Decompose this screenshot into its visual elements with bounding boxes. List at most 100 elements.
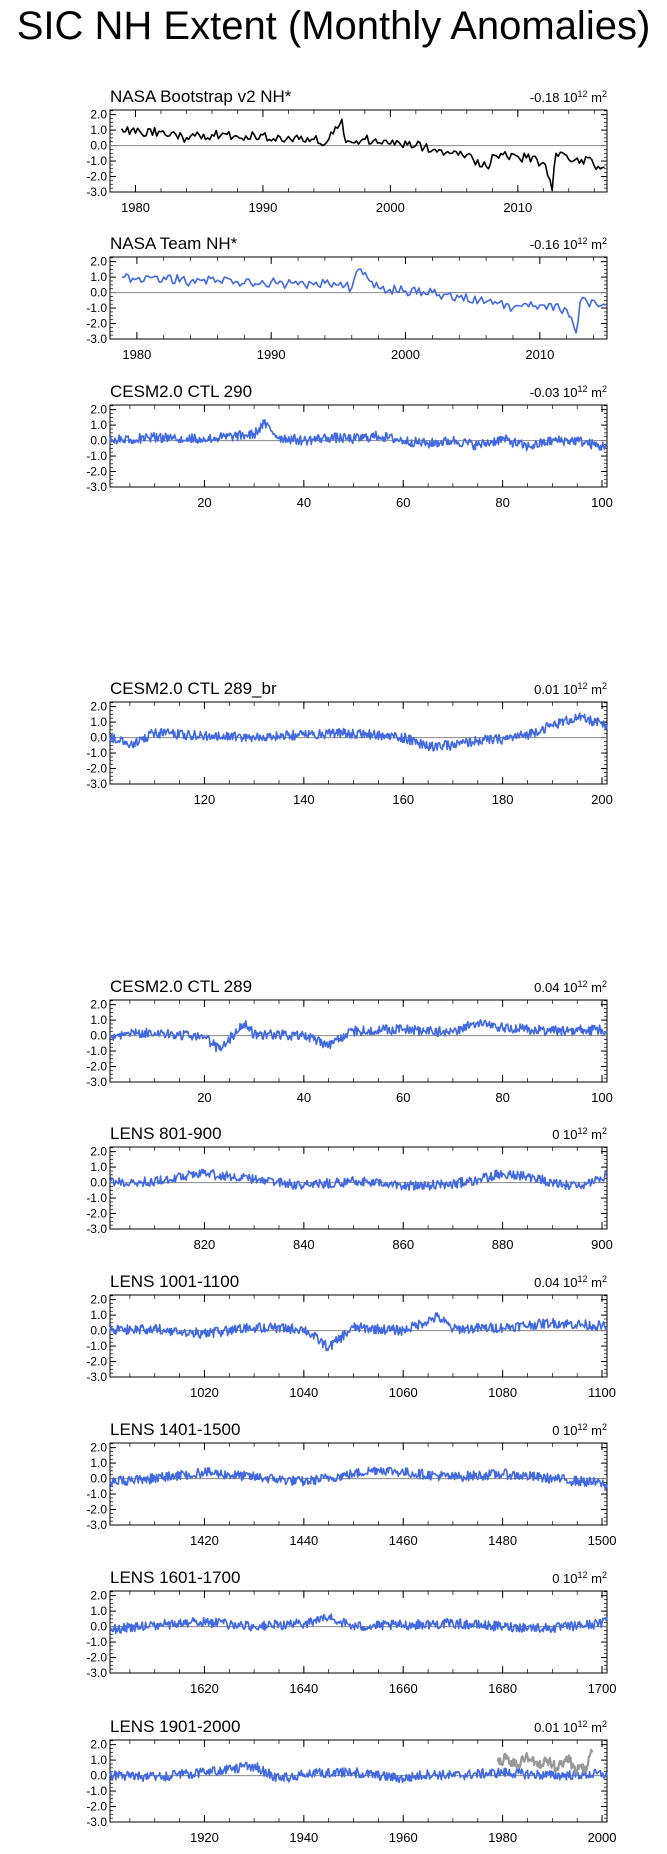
panel-title: LENS 1901-2000 [110,1717,240,1736]
y-tick-label: 2.0 [90,700,107,714]
x-tick-label: 1100 [588,1385,616,1400]
y-tick-label: -1.0 [86,1784,107,1798]
trend-label: 0 1012 m2 [552,1422,607,1438]
x-tick-label: 1640 [289,1681,318,1696]
y-tick-label: -2.0 [86,465,107,479]
y-tick-label: 1.0 [90,1456,107,1470]
x-tick-label: 20 [197,495,211,510]
y-tick-label: -2.0 [86,1800,107,1814]
trend-label: -0.18 1012 m2 [530,89,607,105]
y-tick-label: 0.0 [90,434,107,448]
y-tick-label: 0.0 [90,1472,107,1486]
y-tick-label: -2.0 [86,1503,107,1517]
axes-frame [109,256,608,340]
overlay-series-line [496,1748,594,1775]
y-tick-label: 0.0 [90,1029,107,1043]
trend-label: 0 1012 m2 [552,1126,607,1142]
series-line [122,268,606,334]
trend-label: 0.01 1012 m2 [534,681,607,697]
y-tick-label: 1.0 [90,123,107,137]
series-line [109,1168,608,1191]
chart-panel: LENS 801-900 0 1012 m2 2.01.0 0.0-1.0 -2.0-3… [86,1124,613,1252]
y-tick-label: -2.0 [86,170,107,184]
x-tick-label: 860 [392,1237,414,1252]
chart-panel: CESM2.0 CTL 289 0.04 1012 m2 2.01.0 0.0-1.0… [86,977,613,1105]
y-tick-label: -3.0 [86,777,107,791]
y-tick-label: 2.0 [90,255,107,269]
x-tick-label: 60 [396,1090,410,1105]
series-line [109,1019,608,1053]
x-tick-label: 20 [197,1090,211,1105]
x-tick-label: 200 [591,792,613,807]
chart-panel: CESM2.0 CTL 290 -0.03 1012 m2 2.01.0 0.0-1.… [86,382,613,510]
y-tick-label: -1.0 [86,1044,107,1058]
y-tick-label: 1.0 [90,1013,107,1027]
y-tick-label: -1.0 [86,154,107,168]
x-tick-label: 1980 [121,200,150,215]
x-tick-label: 900 [591,1237,613,1252]
x-tick-label: 100 [591,1090,613,1105]
x-tick-label: 1700 [588,1681,617,1696]
x-tick-label: 1990 [248,200,277,215]
y-tick-label: 0.0 [90,286,107,300]
chart-panel: NASA Bootstrap v2 NH* -0.18 1012 m2 2.01.0… [86,87,608,215]
main-title: SIC NH Extent (Monthly Anomalies) [16,4,651,48]
axes-frame [109,1294,608,1378]
x-tick-label: 820 [194,1237,216,1252]
y-tick-label: 0.0 [90,1176,107,1190]
y-tick-label: 2.0 [90,403,107,417]
y-tick-label: -3.0 [86,1222,107,1236]
y-tick-label: -1.0 [86,1635,107,1649]
series-line [109,419,608,452]
trend-label: 0.04 1012 m2 [534,979,607,995]
y-tick-label: -3.0 [86,480,107,494]
x-tick-label: 1480 [488,1533,517,1548]
axes-frame [109,1442,608,1526]
y-tick-label: 1.0 [90,715,107,729]
y-tick-label: -1.0 [86,1191,107,1205]
x-tick-label: 2010 [525,347,554,362]
panel-title: LENS 1401-1500 [110,1420,240,1439]
y-tick-label: 2.0 [90,1293,107,1307]
x-tick-label: 840 [293,1237,315,1252]
x-tick-label: 1460 [389,1533,418,1548]
series-line [109,1466,608,1491]
y-tick-label: 1.0 [90,1604,107,1618]
y-tick-label: 0.0 [90,1324,107,1338]
chart-panel: LENS 1401-1500 0 1012 m2 2.01.0 0.0-1.0 -2.0… [86,1420,616,1548]
y-tick-label: 1.0 [90,418,107,432]
series-line [109,712,608,752]
y-tick-label: -2.0 [86,1060,107,1074]
panel-title: LENS 801-900 [110,1124,222,1143]
y-tick-label: 2.0 [90,1589,107,1603]
x-tick-label: 2010 [503,200,532,215]
trend-label: 0 1012 m2 [552,1570,607,1586]
chart-panel: LENS 1601-1700 0 1012 m2 2.01.0 0.0-1.0 -2.0… [86,1568,616,1696]
chart-panel: CESM2.0 CTL 289_br 0.01 1012 m22.01.00.0-… [86,679,613,807]
axes-frame [109,404,608,488]
y-tick-label: 2.0 [90,998,107,1012]
chart-panel: LENS 1001-1100 0.04 1012 m2 2.01.0 0.0-1.0 -… [86,1272,616,1400]
axes-frame [109,999,608,1083]
panel-title: CESM2.0 CTL 289_br [110,679,277,698]
y-tick-label: 2.0 [90,108,107,122]
x-tick-label: 120 [194,792,216,807]
y-tick-label: -3.0 [86,332,107,346]
x-tick-label: 100 [591,495,613,510]
y-tick-label: 1.0 [90,270,107,284]
x-tick-label: 1920 [190,1830,219,1845]
x-tick-label: 1990 [257,347,286,362]
axes-frame [109,701,608,785]
x-tick-label: 1440 [289,1533,318,1548]
y-tick-label: -1.0 [86,449,107,463]
y-tick-label: -1.0 [86,746,107,760]
y-tick-label: 2.0 [90,1738,107,1752]
x-tick-label: 2000 [391,347,420,362]
y-tick-label: -1.0 [86,301,107,315]
x-tick-label: 80 [495,495,509,510]
x-tick-label: 1420 [190,1533,219,1548]
y-tick-label: 1.0 [90,1308,107,1322]
series-line [120,118,605,192]
x-tick-label: 80 [495,1090,509,1105]
